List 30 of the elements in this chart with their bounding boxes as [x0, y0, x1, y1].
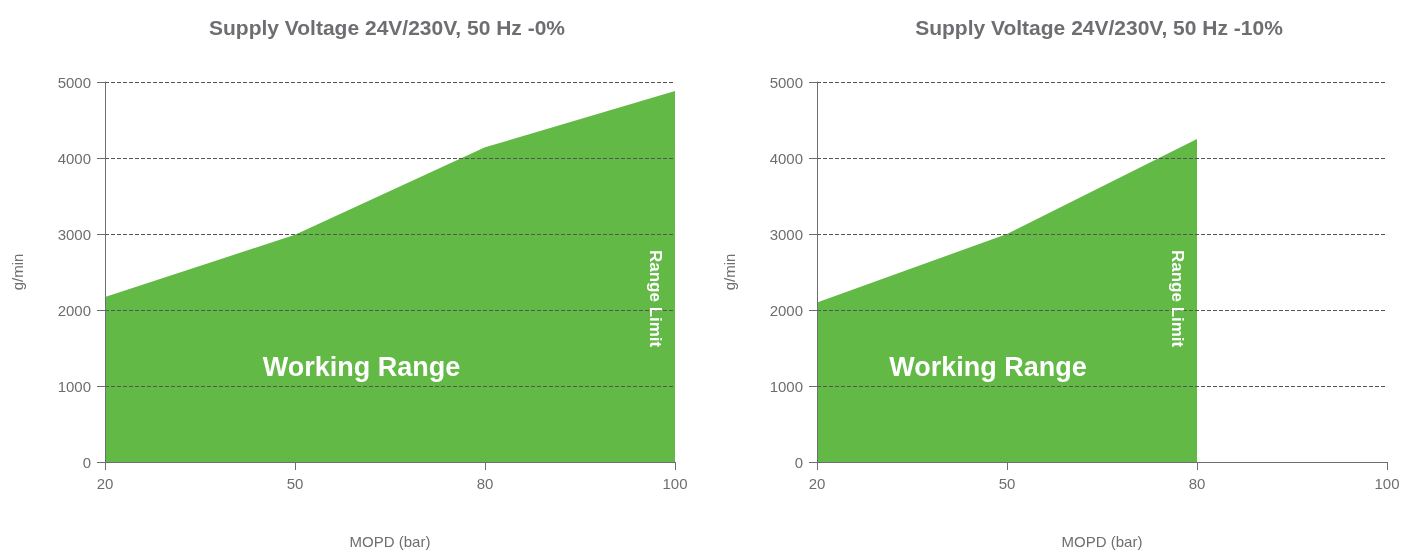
- y-tick-label: 0: [82, 453, 91, 471]
- y-tick-label: 2000: [57, 301, 91, 319]
- y-tick-label: 1000: [769, 377, 803, 395]
- y-tick-label: 0: [794, 453, 803, 471]
- y-tick-label: 4000: [57, 149, 91, 167]
- x-axis-title: MOPD (bar): [349, 533, 431, 550]
- x-axis-title: MOPD (bar): [1061, 533, 1143, 550]
- y-tick-label: 3000: [769, 225, 803, 243]
- y-tick-label: 2000: [769, 301, 803, 319]
- x-tick-label: 20: [96, 475, 114, 492]
- x-tick-label: 50: [286, 475, 304, 492]
- x-tick-label: 50: [998, 475, 1016, 492]
- x-tick-label: 80: [476, 475, 494, 492]
- x-tick-label: 20: [808, 475, 826, 492]
- x-tick-label: 80: [1188, 475, 1206, 492]
- annotation: Range Limit: [1167, 249, 1187, 348]
- y-tick-label: 5000: [57, 73, 91, 91]
- chart-title: Supply Voltage 24V/230V, 50 Hz -10%: [915, 16, 1284, 39]
- y-axis-title: g/min: [9, 253, 26, 291]
- annotation: Working Range: [262, 352, 461, 382]
- y-tick-label: 1000: [57, 377, 91, 395]
- annotation: Range Limit: [645, 249, 665, 348]
- y-tick-label: 4000: [769, 149, 803, 167]
- y-tick-label: 3000: [57, 225, 91, 243]
- x-tick-label: 100: [662, 475, 688, 492]
- y-tick-label: 5000: [769, 73, 803, 91]
- chart-title: Supply Voltage 24V/230V, 50 Hz -0%: [209, 16, 566, 39]
- annotation: Working Range: [889, 352, 1087, 382]
- y-axis-title: g/min: [721, 253, 738, 291]
- x-tick-label: 100: [1374, 475, 1400, 492]
